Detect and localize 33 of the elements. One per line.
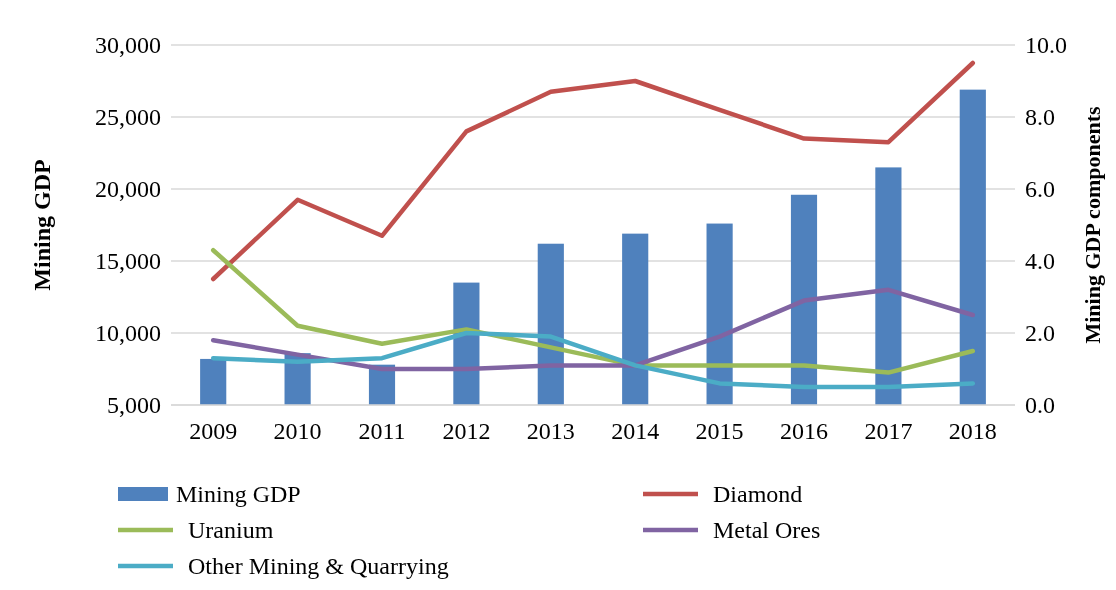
y2-tick-label: 8.0 — [1025, 104, 1055, 131]
x-tick-label: 2015 — [695, 418, 744, 444]
y-tick-label: 25,000 — [95, 104, 161, 131]
legend-label: Mining GDP — [176, 481, 301, 508]
line-series — [210, 330, 976, 390]
x-tick-label: 2013 — [526, 418, 575, 444]
x-tick-label: 2016 — [780, 418, 828, 444]
x-tick-label: 2017 — [864, 418, 913, 444]
y-tick-label: 30,000 — [95, 32, 161, 59]
y-tick-label: 20,000 — [95, 176, 161, 203]
legend-label: Other Mining & Quarrying — [188, 553, 449, 580]
x-tick-label: 2010 — [273, 418, 322, 444]
y2-tick-label: 2.0 — [1025, 320, 1055, 347]
y-tick-label: 10,000 — [95, 320, 161, 347]
y-axis-title: Mining GDP — [29, 159, 55, 291]
line-series — [210, 287, 976, 372]
x-tick-label: 2012 — [442, 418, 491, 444]
y2-tick-label: 10.0 — [1025, 32, 1067, 59]
legend-label: Diamond — [713, 481, 803, 508]
x-tick-label: 2018 — [948, 418, 997, 444]
y2-tick-label: 0.0 — [1025, 392, 1055, 419]
x-tick-label: 2011 — [358, 418, 406, 444]
y2-tick-label: 4.0 — [1025, 248, 1055, 275]
x-tick-label: 2009 — [189, 418, 238, 444]
legend-label: Uranium — [188, 517, 274, 544]
y2-tick-label: 6.0 — [1025, 176, 1055, 203]
legend-label: Metal Ores — [713, 517, 821, 544]
y-tick-label: 15,000 — [95, 248, 161, 275]
y-tick-label: 5,000 — [107, 392, 161, 419]
x-tick-label: 2014 — [611, 418, 660, 444]
y2-axis-title: Mining GDP components — [1080, 106, 1105, 344]
line-series — [210, 60, 976, 282]
line-series — [210, 247, 976, 375]
